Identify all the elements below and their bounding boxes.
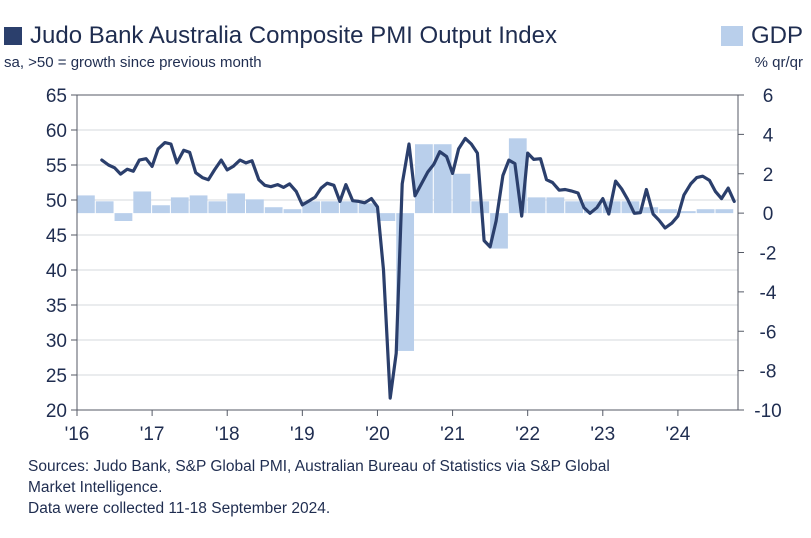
legend-gdp: GDP (720, 22, 803, 50)
gdp-bar (170, 197, 189, 214)
gdp-bar (565, 201, 584, 214)
gdp-bar (133, 191, 152, 214)
gdp-bar (715, 209, 734, 214)
gdp-bar (677, 211, 696, 214)
gdp-bar (246, 199, 264, 214)
chart-subtitle: sa, >50 = growth since previous month (4, 54, 262, 71)
left-tick-label: 20 (46, 401, 67, 422)
x-tick-label: '18 (215, 424, 240, 445)
pmi-line (100, 136, 736, 400)
left-tick-label: 65 (46, 86, 67, 107)
right-tick-label: 0 (763, 204, 774, 225)
gdp-bar (659, 209, 677, 214)
chart-title: Judo Bank Australia Composite PMI Output… (30, 22, 557, 49)
gdp-bar (152, 205, 170, 214)
left-tick-label: 30 (46, 331, 67, 352)
left-tick-label: 25 (46, 366, 67, 387)
gdp-bar (208, 201, 227, 214)
gdp-bar (696, 209, 715, 214)
gdp-bar (189, 195, 208, 214)
right-tick-label: 6 (763, 86, 774, 107)
gdp-bar (95, 201, 114, 214)
x-tick-label: '17 (140, 424, 165, 445)
gdp-bar (339, 201, 358, 214)
sources-line-1: Sources: Judo Bank, S&P Global PMI, Aust… (28, 458, 610, 475)
right-axis-unit: % qr/qr (754, 54, 803, 71)
sources-line-2: Market Intelligence. (28, 479, 163, 496)
x-tick-label: '22 (515, 424, 540, 445)
legend-bar-swatch (720, 26, 743, 46)
gdp-bar (377, 213, 396, 221)
right-tick-label: -6 (760, 322, 777, 343)
right-tick-label: -4 (760, 283, 777, 304)
x-tick-label: '16 (65, 424, 90, 445)
x-tick-label: '21 (440, 424, 465, 445)
gdp-bar (283, 209, 302, 214)
x-tick-label: '19 (290, 424, 315, 445)
gdp-bar (527, 197, 546, 214)
gdp-bar (302, 201, 321, 214)
left-tick-label: 55 (46, 156, 67, 177)
left-tick-label: 35 (46, 296, 67, 317)
x-tick-label: '23 (590, 424, 615, 445)
right-tick-label: 4 (763, 125, 774, 146)
gdp-bar (321, 201, 339, 214)
sources-line-3: Data were collected 11-18 September 2024… (28, 500, 331, 517)
right-tick-label: -8 (760, 362, 777, 383)
left-tick-label: 50 (46, 191, 67, 212)
gdp-bar (227, 193, 246, 214)
legend-series: Judo Bank Australia Composite PMI Output… (4, 22, 557, 50)
gdp-bar (546, 197, 565, 214)
gdp-bar (640, 207, 659, 214)
legend-line-swatch (4, 27, 22, 45)
left-tick-label: 45 (46, 226, 67, 247)
gdp-bar (77, 195, 95, 214)
right-tick-label: 2 (763, 165, 774, 186)
gdp-bar (584, 201, 602, 214)
legend-gdp-label: GDP (750, 22, 803, 49)
x-tick-label: '20 (365, 424, 390, 445)
gdp-bar (452, 173, 471, 214)
sources-note: Sources: Judo Bank, S&P Global PMI, Aust… (28, 456, 788, 519)
left-tick-label: 40 (46, 261, 67, 282)
gdp-bar (358, 203, 377, 214)
x-tick-label: '24 (666, 424, 691, 445)
right-tick-label: -10 (754, 401, 781, 422)
gdp-bar (264, 207, 283, 214)
right-tick-label: -2 (760, 244, 777, 265)
gdp-bar (114, 213, 133, 221)
left-tick-label: 60 (46, 121, 67, 142)
